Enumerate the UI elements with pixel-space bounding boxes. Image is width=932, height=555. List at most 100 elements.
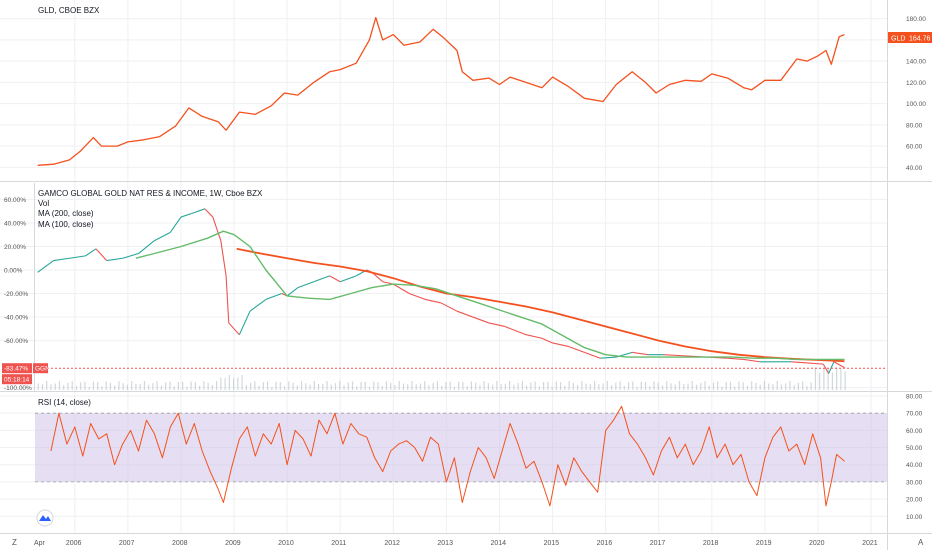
tradingview-logo-icon[interactable] <box>36 509 54 527</box>
ggn-price-segment[interactable] <box>228 322 240 336</box>
zoom-corner-button[interactable]: Z <box>12 538 17 547</box>
ggn-price-segment[interactable] <box>286 287 299 297</box>
ggn-price-segment[interactable] <box>743 358 760 363</box>
ggn-price-segment[interactable] <box>632 351 649 356</box>
y-tick-label: 30.00 <box>906 479 923 486</box>
ggn-price-segment[interactable] <box>393 283 410 295</box>
ggn-legend-ma100[interactable]: MA (100, close) <box>38 220 94 229</box>
ggn-price-segment[interactable] <box>664 354 686 357</box>
ggn-price-segment[interactable] <box>552 342 569 348</box>
y-tick-label: 80.00 <box>906 394 923 401</box>
volume-bar <box>802 381 804 390</box>
ggn-price-segment[interactable] <box>472 316 490 324</box>
ggn-price-segment[interactable] <box>525 334 543 339</box>
ggn-legend-ma200[interactable]: MA (200, close) <box>38 209 94 218</box>
ggn-price-segment[interactable] <box>154 231 171 242</box>
auto-scale-button[interactable]: A <box>918 538 924 547</box>
ggn-price-segment[interactable] <box>265 293 283 300</box>
volume-bar <box>152 383 154 390</box>
ggn-price-segment[interactable] <box>541 337 553 344</box>
ggn-price-segment[interactable] <box>584 351 601 359</box>
ggn-price-segment[interactable] <box>488 322 505 328</box>
ma200-line[interactable] <box>236 247 845 363</box>
volume-bar <box>823 367 825 390</box>
rsi-pane-title[interactable]: RSI (14, close) <box>38 398 91 407</box>
ggn-price-segment[interactable] <box>220 240 227 276</box>
volume-bar <box>466 386 468 390</box>
y-tick-label: 80.00 <box>906 122 923 129</box>
ggn-price-segment[interactable] <box>212 216 222 241</box>
y-tick-label: 40.00 <box>906 462 923 469</box>
x-tick-label: 2006 <box>66 540 82 547</box>
gld-pane-title[interactable]: GLD, CBOE BZX <box>38 6 100 15</box>
volume-bar <box>725 381 727 390</box>
x-tick-label: 2007 <box>119 540 135 547</box>
gld-pane[interactable] <box>0 0 887 181</box>
ggn-price-segment[interactable] <box>238 310 251 335</box>
ggn-legend-vol[interactable]: Vol <box>38 199 49 208</box>
gld-price-line[interactable] <box>37 16 845 166</box>
ggn-pane[interactable] <box>0 183 887 391</box>
ggn-price-segment[interactable] <box>204 208 214 218</box>
volume-bar <box>339 381 341 390</box>
ggn-price-segment[interactable] <box>95 248 108 261</box>
ma100-line[interactable] <box>135 230 845 361</box>
ggn-price-segment[interactable] <box>340 275 357 283</box>
ggn-price-segment[interactable] <box>600 356 617 359</box>
volume-bar <box>610 385 613 390</box>
ggn-price-segment[interactable] <box>191 208 206 215</box>
ggn-price-segment[interactable] <box>69 255 86 259</box>
ggn-price-segment[interactable] <box>169 216 182 233</box>
y-tick-label: -60.00% <box>4 338 28 345</box>
rsi-line[interactable] <box>50 405 845 507</box>
ggn-price-segment[interactable] <box>568 345 585 353</box>
y-tick-label: 60.00% <box>4 197 26 204</box>
volume-bar <box>776 381 778 390</box>
ggn-price-segment[interactable] <box>53 257 70 262</box>
ggn-price-segment[interactable] <box>504 325 527 336</box>
volume-bar <box>300 381 303 390</box>
ggn-price-segment[interactable] <box>180 213 192 218</box>
ggn-price-segment[interactable] <box>106 257 123 262</box>
gld-price-value: 164.76 <box>909 36 931 43</box>
ggn-price-segment[interactable] <box>425 298 442 304</box>
y-tick-label: 20.00% <box>4 244 26 251</box>
volume-bar <box>780 384 783 390</box>
ggn-price-segment[interactable] <box>138 240 155 254</box>
ggn-price-segment[interactable] <box>37 260 54 273</box>
volume-bar <box>441 385 443 390</box>
ggn-price-segment[interactable] <box>225 275 230 323</box>
ggn-price-segment[interactable] <box>122 253 139 259</box>
x-tick-label: Apr <box>34 540 46 547</box>
ggn-price-segment[interactable] <box>791 361 808 364</box>
y-tick-label: 20.00 <box>906 497 923 504</box>
ggn-price-segment[interactable] <box>822 363 830 374</box>
ggn-price-segment[interactable] <box>249 298 267 312</box>
volume-bar <box>305 383 307 390</box>
ggn-price-segment[interactable] <box>313 275 330 283</box>
volume-bar <box>462 382 464 390</box>
ggn-price-segment[interactable] <box>807 362 824 365</box>
volume-bar <box>71 381 73 390</box>
ggn-price-segment[interactable] <box>727 357 744 360</box>
ggn-price-segment[interactable] <box>456 310 474 318</box>
volume-bar <box>585 383 587 390</box>
volume-bar <box>398 381 400 390</box>
time-axis[interactable]: Apr 2006 2007 2008 2009 2010 2011 2012 2013 2014 2… <box>34 540 878 547</box>
x-tick-label: 2020 <box>809 540 825 547</box>
ggn-price-value: -83.47% <box>4 366 28 373</box>
ggn-price-segment[interactable] <box>297 281 314 289</box>
ggn-pane-title[interactable]: GAMCO GLOBAL GOLD NAT RES & INCOME, 1W, … <box>38 189 263 198</box>
volume-bar <box>211 385 213 390</box>
series-lines <box>37 16 845 507</box>
volume-bar <box>126 384 129 390</box>
ggn-price-segment[interactable] <box>833 361 845 369</box>
ggn-price-segment[interactable] <box>329 275 341 283</box>
ggn-price-segment[interactable] <box>828 361 835 374</box>
ggn-price-segment[interactable] <box>85 248 97 257</box>
ggn-price-segment[interactable] <box>440 302 458 312</box>
ggn-price-segment[interactable] <box>409 293 426 300</box>
volume-bar <box>233 378 235 390</box>
